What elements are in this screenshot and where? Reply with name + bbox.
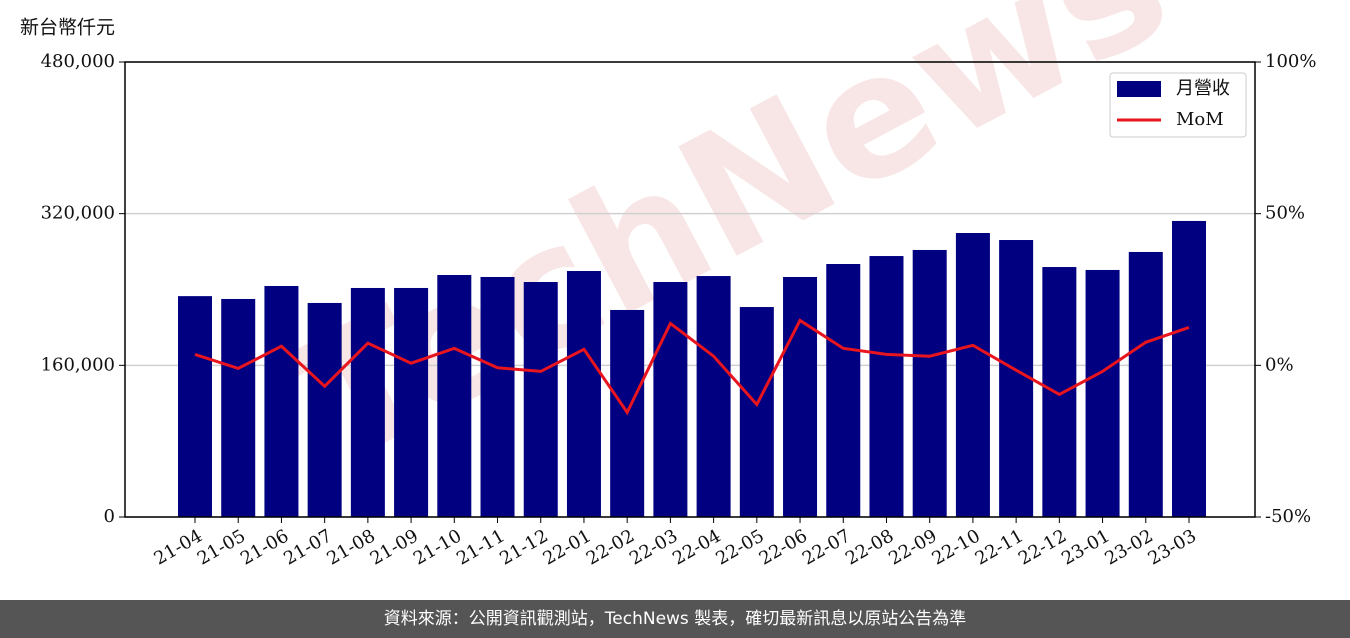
x-tick-label: 22-11 bbox=[972, 525, 1027, 569]
legend-swatch bbox=[1117, 81, 1161, 97]
x-tick-label: 21-06 bbox=[237, 525, 292, 569]
x-tick-label: 22-06 bbox=[756, 525, 811, 569]
plot-frame bbox=[124, 61, 1256, 518]
bar bbox=[739, 307, 774, 517]
y2-tick-label: -50% bbox=[1265, 506, 1311, 527]
bar bbox=[1085, 269, 1120, 517]
bar bbox=[178, 296, 212, 517]
x-tick-label: 21-09 bbox=[367, 525, 422, 569]
x-tick-label: 21-10 bbox=[410, 525, 465, 569]
y2-tick-label: 100% bbox=[1265, 51, 1316, 72]
y2-tick-label: 0% bbox=[1265, 354, 1294, 375]
x-tick-label: 22-08 bbox=[842, 525, 897, 569]
bar bbox=[1042, 267, 1077, 517]
x-tick-label: 21-11 bbox=[453, 525, 508, 569]
x-tick-label: 22-12 bbox=[1015, 525, 1070, 569]
legend-label: 月營收 bbox=[1176, 78, 1230, 99]
bar bbox=[696, 276, 731, 517]
x-tick-label: 22-03 bbox=[626, 525, 681, 569]
bar bbox=[221, 298, 256, 517]
bar bbox=[955, 233, 990, 518]
bar bbox=[437, 274, 472, 517]
y-tick-label: 0 bbox=[104, 506, 115, 527]
x-tick-label: 23-03 bbox=[1145, 525, 1200, 569]
bar bbox=[826, 264, 861, 517]
bar bbox=[653, 282, 688, 517]
bar bbox=[999, 240, 1034, 518]
y2-tick-label: 50% bbox=[1265, 203, 1305, 224]
bar bbox=[480, 276, 515, 517]
bar bbox=[1172, 220, 1206, 517]
x-tick-label: 22-01 bbox=[540, 525, 595, 569]
line bbox=[194, 318, 1190, 416]
bar bbox=[912, 249, 947, 518]
chart: TechNews 新台幣仟元 0160,000320,000480,000-50… bbox=[20, 0, 1316, 570]
x-tick-label: 22-05 bbox=[712, 525, 767, 569]
y-tick-label: 480,000 bbox=[41, 51, 115, 72]
bar bbox=[1128, 251, 1163, 517]
x-tick-label: 21-05 bbox=[194, 525, 249, 569]
bar bbox=[566, 271, 601, 517]
legend-label: MoM bbox=[1176, 109, 1224, 130]
bar bbox=[783, 276, 818, 517]
bar bbox=[523, 282, 558, 517]
x-tick-label: 22-02 bbox=[583, 525, 638, 569]
bar bbox=[264, 285, 299, 517]
bar bbox=[350, 287, 385, 517]
x-tick-label: 22-10 bbox=[928, 525, 983, 569]
y-tick-label: 160,000 bbox=[41, 354, 115, 375]
bar bbox=[307, 302, 342, 517]
y-axis-label: 新台幣仟元 bbox=[20, 17, 115, 39]
bar bbox=[394, 287, 429, 517]
x-tick-label: 23-01 bbox=[1058, 525, 1113, 569]
x-tick-label: 23-02 bbox=[1101, 525, 1156, 569]
x-tick-label: 21-07 bbox=[280, 525, 335, 569]
bar bbox=[869, 256, 904, 517]
x-tick-label: 22-04 bbox=[669, 525, 724, 569]
x-tick-label: 22-07 bbox=[799, 525, 854, 569]
y-tick-label: 320,000 bbox=[41, 203, 115, 224]
x-tick-label: 22-09 bbox=[885, 525, 940, 569]
x-tick-label: 21-04 bbox=[151, 525, 206, 569]
x-tick-label: 21-08 bbox=[323, 525, 378, 569]
footer: 資料來源：公開資訊觀測站，TechNews 製表，確切最新訊息以原站公告為準 bbox=[0, 600, 1350, 638]
x-tick-label: 21-12 bbox=[496, 525, 551, 569]
